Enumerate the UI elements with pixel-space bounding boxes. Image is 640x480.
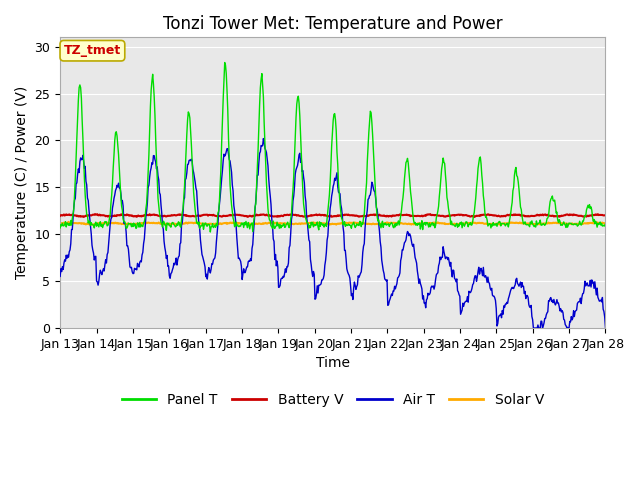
Text: TZ_tmet: TZ_tmet (64, 44, 121, 57)
Y-axis label: Temperature (C) / Power (V): Temperature (C) / Power (V) (15, 86, 29, 279)
Title: Tonzi Tower Met: Temperature and Power: Tonzi Tower Met: Temperature and Power (163, 15, 502, 33)
X-axis label: Time: Time (316, 356, 350, 370)
Legend: Panel T, Battery V, Air T, Solar V: Panel T, Battery V, Air T, Solar V (116, 387, 550, 412)
